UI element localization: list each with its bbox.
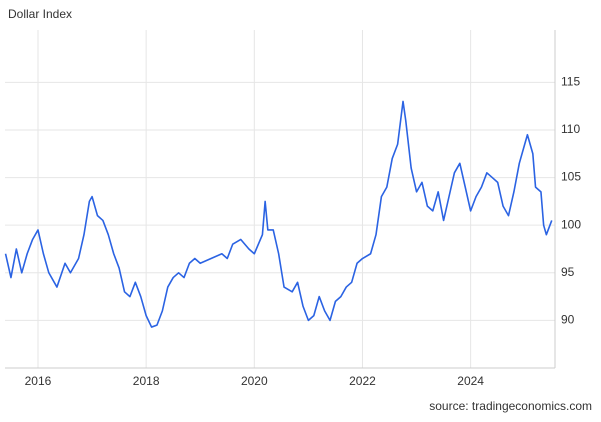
x-tick-label: 2022 (349, 374, 376, 388)
chart-title: Dollar Index (8, 7, 72, 21)
y-tick-label: 100 (561, 217, 581, 231)
y-tick-label: 115 (561, 75, 580, 89)
y-tick-label: 110 (561, 122, 580, 136)
x-tick-label: 2018 (133, 374, 160, 388)
data-line (4, 100, 553, 328)
x-tick-label: 2024 (457, 374, 484, 388)
x-tick-label: 2016 (25, 374, 52, 388)
y-tick-label: 95 (561, 265, 575, 279)
source: source: tradingeconomics.com (429, 399, 592, 413)
y-tick-label: 105 (561, 170, 581, 184)
y-tick-label: 90 (561, 313, 575, 327)
x-tick-label: 2020 (241, 374, 268, 388)
